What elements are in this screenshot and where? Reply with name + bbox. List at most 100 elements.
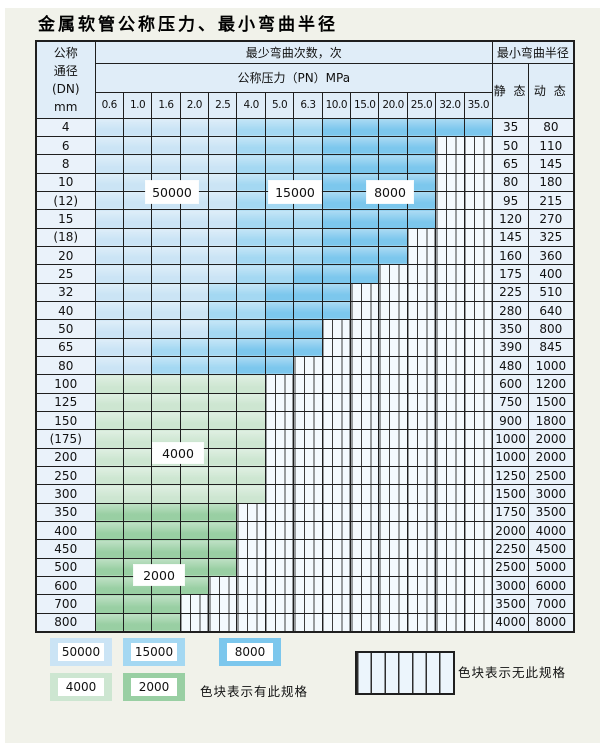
cell-cycles-15 — [264, 209, 295, 229]
cell-no-spec — [435, 245, 465, 266]
cell-cycles-80 — [406, 172, 437, 192]
pressure-tick: 4.0 — [236, 91, 266, 119]
cell-no-spec — [435, 190, 465, 211]
cell-cycles-50 — [122, 117, 153, 137]
cell-no-spec — [350, 429, 380, 449]
cell-no-spec — [264, 539, 295, 559]
cell-cycles-20 — [122, 539, 153, 559]
cell-cycles-80 — [321, 282, 352, 302]
static-radius-value: 2500 — [492, 557, 530, 578]
cell-cycles-40 — [151, 374, 181, 394]
cell-cycles-80 — [264, 282, 295, 302]
cell-no-spec — [406, 429, 437, 449]
pressure-tick: 6.3 — [293, 91, 323, 119]
dynamic-radius-value: 6000 — [528, 576, 575, 596]
cell-no-spec — [264, 594, 295, 614]
cell-no-spec — [264, 392, 295, 413]
document-page: 金属软管公称压力、最小弯曲半径 公称 通径 (DN) mm 最少弯曲次数，次 最小弯曲… — [5, 8, 600, 743]
cell-no-spec — [463, 410, 494, 431]
cell-no-spec — [321, 612, 352, 633]
cell-no-spec — [435, 172, 465, 192]
static-radius-value: 390 — [492, 337, 530, 357]
legend-swatch-8000: 8000 — [219, 638, 281, 666]
cell-no-spec — [463, 190, 494, 211]
cell-no-spec — [293, 539, 323, 559]
cell-cycles-20 — [122, 521, 153, 541]
cell-cycles-40 — [94, 374, 124, 394]
cell-cycles-15 — [264, 264, 295, 284]
dn-label: 80 — [35, 355, 96, 376]
cell-no-spec — [435, 557, 465, 578]
dynamic-radius-value: 325 — [528, 227, 575, 247]
legend-swatch-label: 50000 — [58, 643, 104, 661]
cell-cycles-40 — [208, 429, 238, 449]
pressure-tick: 25.0 — [406, 91, 437, 119]
cell-no-spec — [236, 612, 266, 633]
pressure-tick: 0.6 — [94, 91, 124, 119]
cell-no-spec — [435, 300, 465, 321]
dynamic-radius-value: 1200 — [528, 374, 575, 394]
dynamic-radius-value: 3500 — [528, 502, 575, 523]
dynamic-radius-value: 4500 — [528, 539, 575, 559]
cell-cycles-50 — [179, 117, 210, 137]
static-radius-value: 120 — [492, 209, 530, 229]
cell-no-spec — [435, 355, 465, 376]
table-row: 450 2250 4500 — [35, 539, 575, 559]
cell-no-spec — [293, 429, 323, 449]
cell-no-spec — [463, 300, 494, 321]
cell-no-spec — [463, 154, 494, 174]
static-column-header: 静 态 — [492, 62, 530, 119]
cell-cycles-20 — [151, 539, 181, 559]
cell-no-spec — [406, 612, 437, 633]
pressure-tick: 20.0 — [378, 91, 408, 119]
cell-cycles-40 — [179, 374, 210, 394]
cell-no-spec — [406, 282, 437, 302]
cell-cycles-80 — [321, 300, 352, 321]
cell-no-spec — [463, 612, 494, 633]
cell-no-spec — [208, 576, 238, 596]
cell-no-spec — [321, 502, 352, 523]
cell-cycles-40 — [208, 374, 238, 394]
cell-no-spec — [264, 374, 295, 394]
cell-no-spec — [435, 392, 465, 413]
cell-cycles-40 — [151, 392, 181, 413]
cell-no-spec — [435, 539, 465, 559]
dynamic-radius-value: 80 — [528, 117, 575, 137]
static-radius-value: 3500 — [492, 594, 530, 614]
legend-no-spec-swatch — [355, 651, 455, 695]
dn-label: 10 — [35, 172, 96, 192]
cell-cycles-50 — [94, 264, 124, 284]
pressure-tick: 10.0 — [321, 91, 352, 119]
cell-no-spec — [378, 264, 408, 284]
cell-no-spec — [293, 557, 323, 578]
cell-no-spec — [378, 300, 408, 321]
cell-no-spec — [378, 539, 408, 559]
cell-cycles-80 — [435, 117, 465, 137]
cell-cycles-80 — [264, 355, 295, 376]
cell-no-spec — [350, 319, 380, 339]
dn-label: 8 — [35, 154, 96, 174]
table-row: 300 1500 3000 — [35, 484, 575, 504]
cell-cycles-40 — [236, 410, 266, 431]
cell-cycles-15 — [293, 154, 323, 174]
cell-cycles-15 — [293, 135, 323, 156]
cell-no-spec — [321, 576, 352, 596]
cell-no-spec — [293, 355, 323, 376]
cell-cycles-80 — [378, 227, 408, 247]
cell-cycles-20 — [208, 521, 238, 541]
table-row: 15 120 270 — [35, 209, 575, 229]
cell-cycles-50 — [122, 135, 153, 156]
cell-cycles-20 — [94, 502, 124, 523]
cell-no-spec — [208, 594, 238, 614]
cell-no-spec — [264, 410, 295, 431]
dn-label: 65 — [35, 337, 96, 357]
static-radius-value: 600 — [492, 374, 530, 394]
cell-cycles-50 — [94, 154, 124, 174]
cell-cycles-40 — [208, 392, 238, 413]
cell-cycles-50 — [151, 300, 181, 321]
static-radius-value: 2000 — [492, 521, 530, 541]
legend: 50000 15000 8000 4000 2000 色块表示有此规格 色块表示无此规格 — [50, 638, 600, 738]
cell-no-spec — [321, 429, 352, 449]
cell-cycles-40 — [122, 410, 153, 431]
cell-no-spec — [463, 594, 494, 614]
